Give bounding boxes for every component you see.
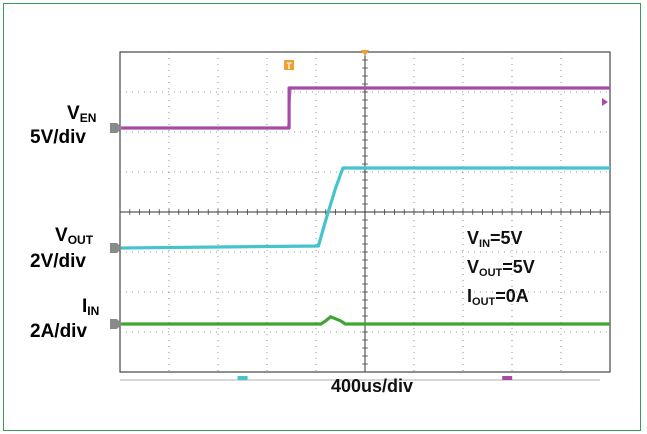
iin-label: IIN: [82, 297, 99, 317]
vout-label-main: V: [55, 225, 68, 246]
vout-scale: 2V/div: [30, 251, 86, 272]
scope-traces: [110, 86, 611, 329]
annotation-iout-sub: OUT: [472, 296, 496, 308]
annotation-iout-rest: =0A: [495, 286, 529, 306]
annotation-vin: VIN=5V: [467, 229, 523, 250]
iin-ground-marker: [110, 319, 122, 329]
iin-label-sub: IN: [87, 304, 100, 318]
annotation-vin-rest: =5V: [490, 228, 523, 248]
vout-label: VOUT: [55, 226, 93, 246]
annotation-vin-sub: IN: [479, 238, 491, 250]
vout-trace-noise: [119, 166, 611, 250]
trigger-marker-icon: [284, 60, 295, 70]
annotation-iout-main: I: [467, 286, 473, 306]
annotation-vout-sub: OUT: [479, 267, 503, 279]
annotation-vout-rest: =5V: [502, 257, 535, 277]
iin-label-main: I: [82, 296, 88, 317]
ven-ground-marker: [110, 123, 122, 133]
ven-label: VEN: [67, 104, 96, 124]
cursor-marker-icon: [237, 376, 248, 380]
vout-ground-marker: [110, 243, 122, 253]
annotation-iout: IOUT=0A: [467, 287, 529, 308]
ven-label-main: V: [67, 103, 80, 124]
ven-scale: 5V/div: [30, 127, 86, 148]
ven-trace-noise: [119, 86, 611, 130]
iin-scale: 2A/div: [30, 321, 88, 342]
figure-border: [3, 3, 641, 431]
annotation-vout-main: V: [467, 257, 480, 277]
trigger-level-icon: [602, 98, 608, 106]
scope-markers: T: [120, 50, 608, 381]
time-scale-label: 400us/div: [331, 376, 414, 396]
vout-label-sub: OUT: [67, 233, 94, 247]
trigger-marker-label: T: [286, 61, 292, 71]
annotation-vout: VOUT=5V: [467, 258, 535, 279]
ven-label-sub: EN: [79, 111, 97, 125]
cursor-marker-icon: [502, 376, 513, 380]
annotation-vin-main: V: [467, 228, 480, 248]
iin-trace-noise: [119, 315, 611, 326]
trigger-position-icon: [361, 50, 369, 56]
